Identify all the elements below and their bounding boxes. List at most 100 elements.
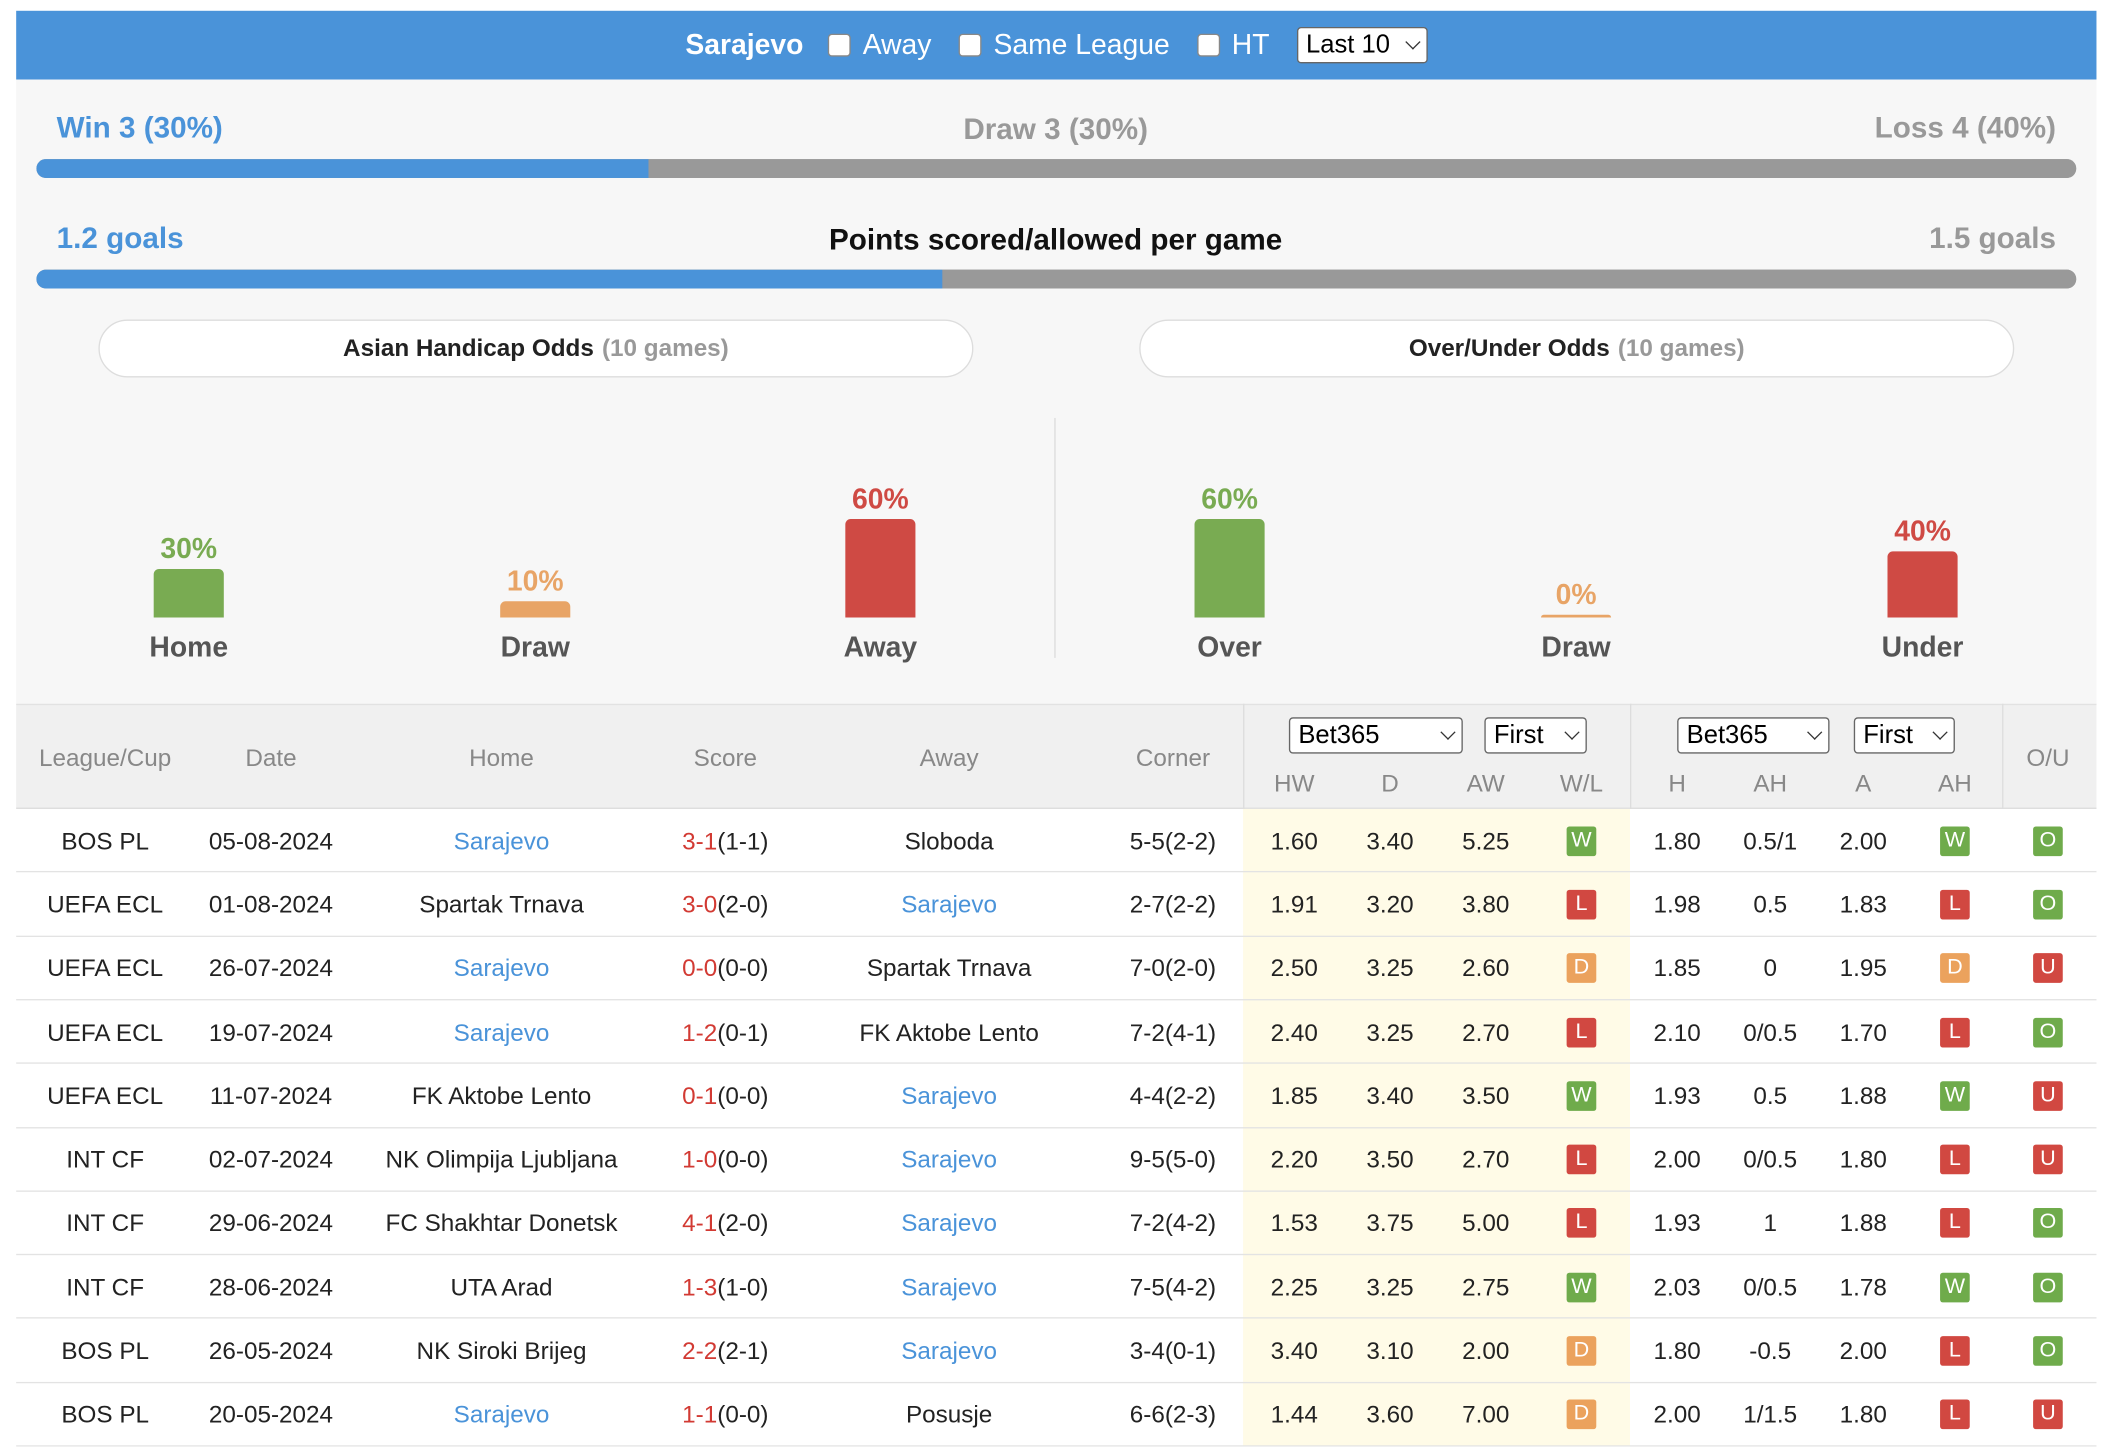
odds-games: (10 games) bbox=[601, 334, 729, 362]
ah-h: 1.93 bbox=[1653, 1209, 1701, 1237]
half-time-score: (0-0) bbox=[717, 1401, 769, 1429]
column-header: Corner bbox=[1135, 744, 1211, 772]
half-time-score: (1-1) bbox=[717, 827, 769, 855]
odds-d: 3.25 bbox=[1366, 1273, 1414, 1301]
league: INT CF bbox=[66, 1273, 145, 1301]
result-badge: L bbox=[1940, 1336, 1970, 1366]
half-time-score: (0-0) bbox=[717, 1082, 769, 1110]
odds-hw: 2.20 bbox=[1270, 1146, 1318, 1174]
half-time-score: (0-1) bbox=[717, 1018, 769, 1046]
ah-ah: 0/0.5 bbox=[1743, 1273, 1798, 1301]
ah-h: 1.98 bbox=[1653, 891, 1701, 919]
odds-bar bbox=[153, 568, 224, 618]
row-divider bbox=[16, 1190, 2097, 1192]
ah-a: 1.80 bbox=[1839, 1146, 1887, 1174]
odds-d: 3.75 bbox=[1366, 1209, 1414, 1237]
sub-header: AH bbox=[1753, 769, 1788, 797]
ah-ah: 0.5 bbox=[1753, 891, 1788, 919]
checkbox[interactable] bbox=[1196, 33, 1220, 57]
row-divider bbox=[16, 998, 2097, 1001]
ah-a: 1.83 bbox=[1839, 891, 1887, 919]
result-badge: O bbox=[2033, 1336, 2063, 1366]
full-time-score: 1-1 bbox=[682, 1401, 718, 1429]
score: 1-1(0-0) bbox=[617, 1396, 833, 1434]
option-label: HT bbox=[1231, 28, 1270, 60]
corner: 3-4(0-1) bbox=[1129, 1337, 1217, 1365]
odds-box: Asian Handicap Odds (10 games) bbox=[98, 319, 974, 378]
result-badge: D bbox=[1940, 953, 1970, 984]
odds-bar bbox=[500, 601, 571, 618]
odds-value: 40% bbox=[1894, 516, 1951, 548]
full-time-score: 0-0 bbox=[682, 954, 718, 982]
odds-bar bbox=[1194, 519, 1265, 618]
odds-category: Home bbox=[149, 632, 229, 664]
full-time-score: 3-1 bbox=[682, 827, 718, 855]
odds-aw: 7.00 bbox=[1462, 1401, 1510, 1429]
away-team: Sarajevo bbox=[901, 891, 998, 919]
odds-d: 3.10 bbox=[1366, 1337, 1414, 1365]
checkbox[interactable] bbox=[958, 33, 982, 57]
ah-ah: 0.5/1 bbox=[1743, 827, 1798, 855]
bookmaker-select[interactable]: First bbox=[1484, 717, 1587, 754]
result-badge: L bbox=[1566, 1144, 1597, 1175]
row-divider bbox=[16, 935, 2097, 937]
odds-aw: 3.80 bbox=[1462, 891, 1510, 919]
row-divider bbox=[16, 1126, 2097, 1128]
corner: 7-0(2-0) bbox=[1129, 954, 1217, 982]
checkbox[interactable] bbox=[827, 33, 851, 57]
result-badge: O bbox=[2033, 1017, 2063, 1047]
home-team: FK Aktobe Lento bbox=[411, 1082, 592, 1110]
odds-d: 3.50 bbox=[1366, 1146, 1414, 1174]
corner: 6-6(2-3) bbox=[1129, 1401, 1217, 1429]
bar-segment bbox=[36, 269, 943, 289]
odds-hw: 1.91 bbox=[1270, 891, 1318, 919]
ah-ah: -0.5 bbox=[1749, 1337, 1792, 1365]
bar-segment bbox=[1260, 159, 2077, 178]
date: 11-07-2024 bbox=[209, 1082, 333, 1110]
odds-hw: 1.60 bbox=[1270, 827, 1318, 855]
home-team: Sarajevo bbox=[453, 954, 550, 982]
ah-a: 1.78 bbox=[1839, 1273, 1887, 1301]
ah-h: 1.85 bbox=[1653, 954, 1701, 982]
goals-allowed: 1.5 goals bbox=[1929, 221, 2057, 255]
ah-ah: 0/0.5 bbox=[1743, 1018, 1798, 1046]
bookmaker-select[interactable]: First bbox=[1853, 717, 1955, 754]
home-team: Spartak Trnava bbox=[419, 891, 584, 919]
away-team: Sarajevo bbox=[901, 1209, 998, 1237]
corner: 9-5(5-0) bbox=[1129, 1146, 1217, 1174]
odds-hw: 3.40 bbox=[1270, 1337, 1318, 1365]
half-time-score: (1-0) bbox=[717, 1273, 769, 1301]
range-select[interactable]: Last 10 bbox=[1296, 26, 1428, 64]
odds-games: (10 games) bbox=[1617, 334, 1745, 362]
league: UEFA ECL bbox=[47, 891, 164, 919]
odds-aw: 3.50 bbox=[1462, 1082, 1510, 1110]
result-badge: L bbox=[1940, 1399, 1970, 1430]
date: 19-07-2024 bbox=[208, 1018, 334, 1046]
date: 02-07-2024 bbox=[208, 1146, 334, 1174]
odds-bar bbox=[845, 519, 916, 618]
away-team: Sarajevo bbox=[901, 1273, 998, 1301]
odds-hw: 1.85 bbox=[1270, 1082, 1318, 1110]
column-divider bbox=[1629, 703, 1632, 809]
home-team: UTA Arad bbox=[450, 1273, 553, 1301]
score: 4-1(2-0) bbox=[617, 1205, 833, 1243]
bar-segment bbox=[942, 269, 2077, 289]
sub-header: H bbox=[1668, 769, 1686, 797]
result-badge: W bbox=[1940, 825, 1970, 856]
odds-title: Asian Handicap Odds bbox=[343, 334, 594, 362]
league: INT CF bbox=[66, 1209, 145, 1237]
odds-value: 60% bbox=[1201, 484, 1258, 516]
column-header: Away bbox=[919, 744, 979, 772]
ah-a: 1.70 bbox=[1839, 1018, 1887, 1046]
bookmaker-select[interactable]: Bet365 bbox=[1288, 717, 1463, 754]
home-team: NK Siroki Brijeg bbox=[416, 1337, 587, 1365]
full-time-score: 2-2 bbox=[682, 1337, 718, 1365]
option-label: Same League bbox=[993, 28, 1170, 60]
bookmaker-select[interactable]: Bet365 bbox=[1677, 717, 1830, 754]
odds-column-bg bbox=[1243, 808, 1630, 1447]
full-time-score: 1-2 bbox=[682, 1018, 718, 1046]
progress-bar bbox=[36, 159, 2077, 178]
odds-category: Under bbox=[1881, 632, 1964, 664]
odds-box: Over/Under Odds (10 games) bbox=[1139, 319, 2015, 378]
